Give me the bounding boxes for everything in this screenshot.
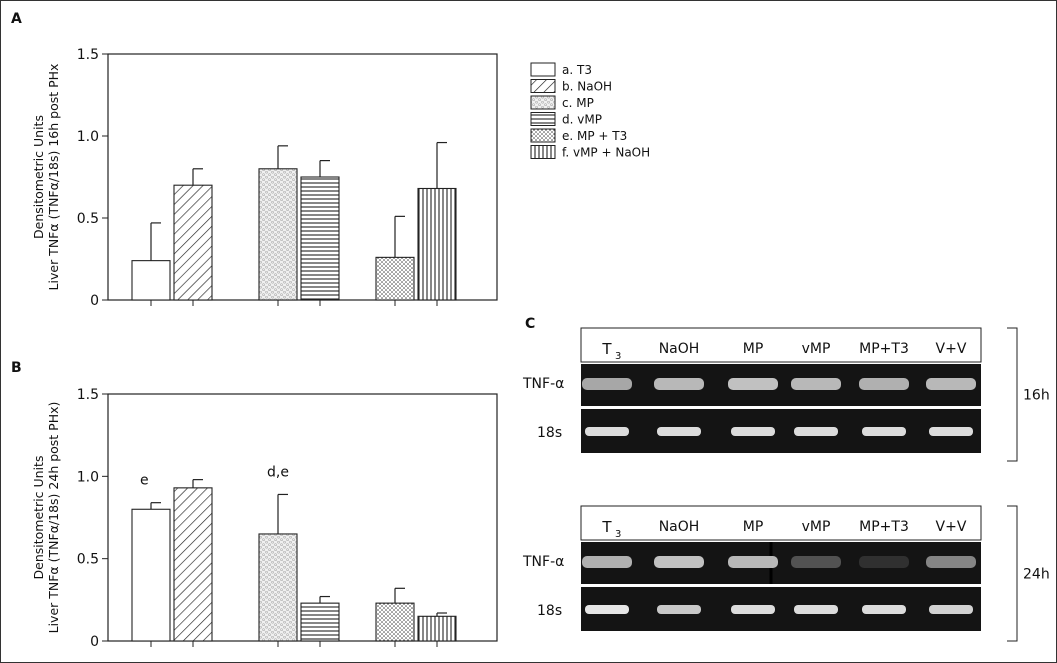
bar: [375, 256, 415, 301]
legend-swatch: [530, 112, 556, 126]
tnf-band: [654, 378, 704, 390]
tnf-band: [926, 556, 976, 568]
s18-band: [585, 605, 629, 614]
panel-label-a: A: [11, 11, 22, 27]
bar: [173, 184, 213, 301]
y-tick-label: 0: [90, 293, 99, 309]
chart-a: 0 0.5 1.0 1.5 Densitometric Units Liver TNFα …: [31, 47, 498, 309]
lane-label: T: [601, 518, 612, 536]
s18-band: [731, 427, 775, 436]
tnf-band: [791, 556, 841, 568]
lane-label-subscript: 3: [615, 529, 621, 540]
panel-label-c: C: [525, 316, 535, 332]
lane-label: MP: [743, 341, 764, 357]
s18-band: [731, 605, 775, 614]
legend-label: f. vMP + NaOH: [562, 146, 650, 160]
legend-swatch: [530, 128, 556, 143]
legend-swatch: [530, 145, 556, 159]
y-axis-label-2: Liver TNFα (TNFα/18s) 16h post PHx: [46, 64, 61, 291]
lane-label: NaOH: [659, 519, 700, 535]
row-label-tnf: TNF-α: [522, 554, 564, 570]
y-tick-label: 0.5: [77, 211, 99, 227]
y-axis-label-1: Densitometric Units: [31, 456, 46, 580]
s18-band: [657, 427, 701, 436]
bar: [417, 615, 457, 642]
legend: a. T3 b. NaOH c. MP d. vMP e. MP + T3 f. vMP …: [530, 62, 650, 160]
s18-band: [929, 427, 973, 436]
y-tick-label: 1.5: [77, 387, 99, 403]
gel-18s-background: [581, 409, 981, 453]
lane-label-subscript: 3: [615, 351, 621, 362]
legend-label: d. vMP: [562, 113, 602, 127]
y-tick-label: 1.0: [77, 469, 99, 485]
time-bracket: [1007, 327, 1018, 462]
time-bracket: [1007, 505, 1018, 642]
y-tick-label: 0: [90, 634, 99, 650]
bar: [131, 508, 171, 642]
tnf-band: [859, 556, 909, 568]
gel-18s-background: [581, 587, 981, 631]
y-tick-label: 0.5: [77, 552, 99, 568]
legend-swatch: [530, 62, 556, 77]
s18-band: [794, 605, 838, 614]
legend-label: a. T3: [562, 63, 592, 77]
lane-label: MP+T3: [859, 341, 909, 357]
y-tick-label: 1.0: [77, 129, 99, 145]
legend-swatch: [530, 95, 556, 110]
tnf-band: [654, 556, 704, 568]
legend-label: b. NaOH: [562, 80, 612, 94]
legend-swatch: [530, 79, 556, 93]
panel-label-b: B: [11, 360, 22, 376]
legend-label: e. MP + T3: [562, 129, 627, 143]
bar: [300, 602, 340, 642]
s18-band: [657, 605, 701, 614]
lane-label: V+V: [936, 341, 967, 357]
y-axis-label-2: Liver TNFα (TNFα/18s) 24h post PHx): [46, 402, 61, 634]
bar: [258, 533, 298, 642]
tnf-band: [859, 378, 909, 390]
bar: [258, 168, 298, 301]
lane-label: NaOH: [659, 341, 700, 357]
bar: [375, 602, 415, 642]
gel-tnf-background: [581, 542, 981, 584]
time-label: 16h: [1023, 388, 1050, 404]
lane-label: MP+T3: [859, 519, 909, 535]
lane-label: V+V: [936, 519, 967, 535]
tnf-band: [728, 378, 778, 390]
gel-header: [580, 327, 982, 363]
bar: [131, 260, 171, 301]
tnf-band: [926, 378, 976, 390]
lane-label: vMP: [802, 341, 831, 357]
tnf-band: [791, 378, 841, 390]
lane-label: vMP: [802, 519, 831, 535]
s18-band: [585, 427, 629, 436]
row-label-tnf: TNF-α: [522, 376, 564, 392]
s18-band: [794, 427, 838, 436]
s18-band: [862, 427, 906, 436]
bar: [173, 487, 213, 642]
tnf-band: [582, 378, 632, 390]
gel-tnf-background: [581, 364, 981, 406]
y-tick-label: 1.5: [77, 47, 99, 63]
tnf-band: [582, 556, 632, 568]
lane-label: T: [601, 340, 612, 358]
s18-band: [929, 605, 973, 614]
tnf-band: [728, 556, 778, 568]
significance-label: d,e: [267, 464, 289, 480]
time-label: 24h: [1023, 567, 1050, 583]
bar: [300, 176, 340, 301]
gel-header: [580, 505, 982, 541]
row-label-18s: 18s: [537, 603, 562, 619]
s18-band: [862, 605, 906, 614]
y-axis-label-1: Densitometric Units: [31, 115, 46, 239]
row-label-18s: 18s: [537, 425, 562, 441]
chart-b: 0 0.5 1.0 1.5 Densitometric Units Liver TNFα …: [31, 387, 498, 650]
bar: [417, 187, 457, 301]
legend-label: c. MP: [562, 96, 594, 110]
lane-label: MP: [743, 519, 764, 535]
significance-label: e: [140, 473, 149, 489]
